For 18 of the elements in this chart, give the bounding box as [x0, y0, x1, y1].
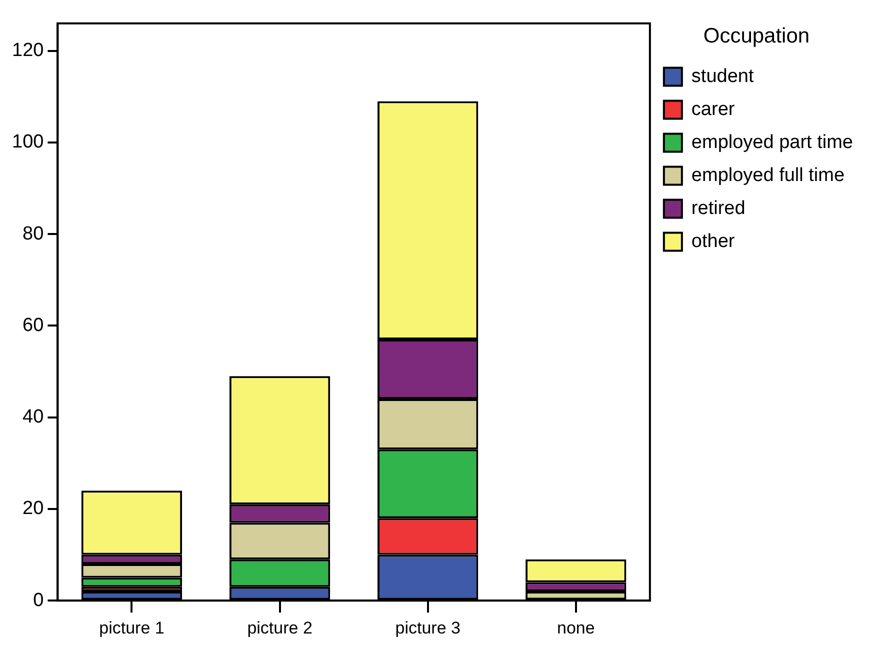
y-tick-label: 0: [33, 590, 44, 611]
legend-label: student: [691, 66, 754, 87]
y-tick-label: 40: [22, 406, 44, 428]
x-tick-label: none: [556, 618, 595, 638]
y-tick-label: 80: [22, 223, 44, 244]
y-tick-label: 60: [22, 314, 44, 336]
x-tick-label: picture 3: [395, 618, 460, 638]
x-tick-label: picture 2: [247, 618, 312, 638]
legend-label: carer: [691, 98, 736, 120]
legend-title: Occupation: [703, 24, 810, 48]
x-tick-label: picture 1: [99, 618, 164, 638]
legend-label: employed part time: [691, 132, 854, 153]
legend-label: retired: [691, 198, 746, 219]
legend-label: other: [691, 230, 736, 252]
y-tick-label: 20: [22, 498, 44, 520]
y-tick-label: 120: [12, 40, 44, 62]
y-tick-label: 100: [12, 132, 44, 153]
legend-label: employed full time: [691, 164, 845, 186]
